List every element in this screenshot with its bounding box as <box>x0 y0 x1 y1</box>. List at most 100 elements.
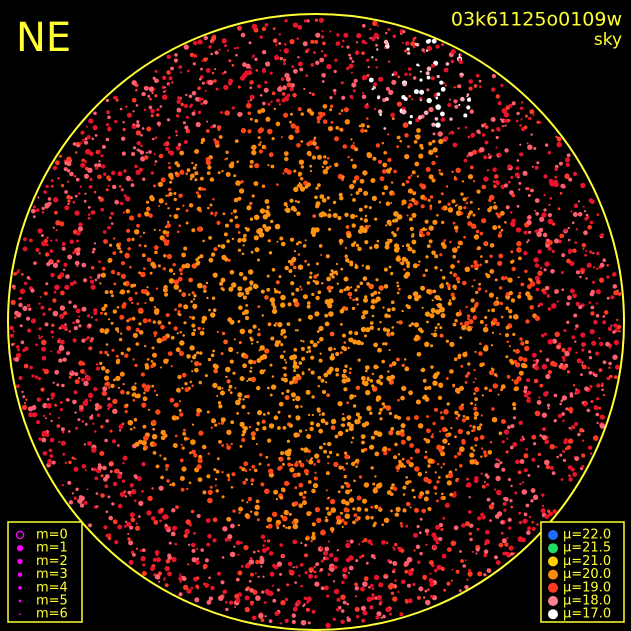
star <box>132 123 135 126</box>
brightness-label: μ=19.0 <box>563 580 611 595</box>
star <box>213 247 218 252</box>
star <box>439 253 443 257</box>
star <box>176 207 179 211</box>
star <box>98 160 101 163</box>
star <box>292 22 299 28</box>
star <box>140 372 145 377</box>
star <box>268 619 273 623</box>
star <box>296 211 301 216</box>
star <box>388 265 392 269</box>
star <box>110 383 115 389</box>
star <box>424 311 431 317</box>
star <box>285 205 288 208</box>
star <box>172 525 178 531</box>
star <box>533 257 539 263</box>
star <box>56 383 60 387</box>
star <box>291 619 296 625</box>
star <box>561 253 566 258</box>
star <box>359 281 364 286</box>
star <box>294 200 298 203</box>
star <box>191 370 194 373</box>
star <box>240 565 244 568</box>
star <box>288 512 292 516</box>
star <box>206 542 211 547</box>
star <box>283 377 288 383</box>
star <box>483 122 487 126</box>
star <box>458 58 462 61</box>
star <box>428 239 433 244</box>
star <box>408 202 413 208</box>
star <box>382 446 388 452</box>
star <box>44 417 47 420</box>
star <box>391 483 395 487</box>
star <box>492 180 496 184</box>
star <box>305 607 310 612</box>
star <box>49 437 55 443</box>
star <box>89 177 93 181</box>
star <box>383 517 390 523</box>
star <box>329 498 336 505</box>
star <box>292 523 299 530</box>
star <box>249 217 254 221</box>
star <box>432 545 437 549</box>
star <box>430 63 435 68</box>
star <box>358 543 361 546</box>
star <box>210 125 213 129</box>
star <box>442 244 447 249</box>
star <box>311 155 316 160</box>
star <box>460 192 464 196</box>
star <box>457 428 463 435</box>
star <box>50 179 54 183</box>
star <box>291 463 294 467</box>
star <box>59 221 65 227</box>
star <box>274 223 281 230</box>
star <box>472 315 478 320</box>
star <box>435 295 441 301</box>
star <box>312 279 316 283</box>
star <box>207 452 210 455</box>
star <box>345 542 351 549</box>
star <box>84 372 87 375</box>
star <box>588 301 592 304</box>
star <box>434 492 437 495</box>
star <box>396 469 399 473</box>
star <box>248 41 252 45</box>
star <box>101 366 106 371</box>
star <box>335 126 340 130</box>
star <box>60 427 65 432</box>
star <box>268 551 274 556</box>
star <box>411 249 416 254</box>
star <box>311 292 315 296</box>
star <box>536 400 542 405</box>
star <box>426 320 429 324</box>
star <box>570 411 573 414</box>
star <box>208 45 212 49</box>
star <box>403 465 406 468</box>
star <box>447 102 452 108</box>
star <box>553 419 557 423</box>
star <box>402 485 407 490</box>
star <box>300 447 304 451</box>
star <box>299 462 305 468</box>
star <box>222 212 226 216</box>
star <box>179 580 182 583</box>
star <box>184 263 191 269</box>
star <box>397 453 400 456</box>
star <box>354 265 359 269</box>
star <box>205 68 211 73</box>
star <box>452 255 456 259</box>
star <box>62 268 66 271</box>
star <box>357 228 364 234</box>
star <box>118 424 124 429</box>
star <box>422 378 427 383</box>
star <box>107 126 112 132</box>
star <box>379 600 383 604</box>
star <box>408 199 411 202</box>
star <box>377 291 381 295</box>
star <box>513 552 516 555</box>
star <box>320 418 326 424</box>
star <box>287 526 291 530</box>
star <box>468 86 473 91</box>
star <box>60 440 66 446</box>
star <box>146 208 150 211</box>
